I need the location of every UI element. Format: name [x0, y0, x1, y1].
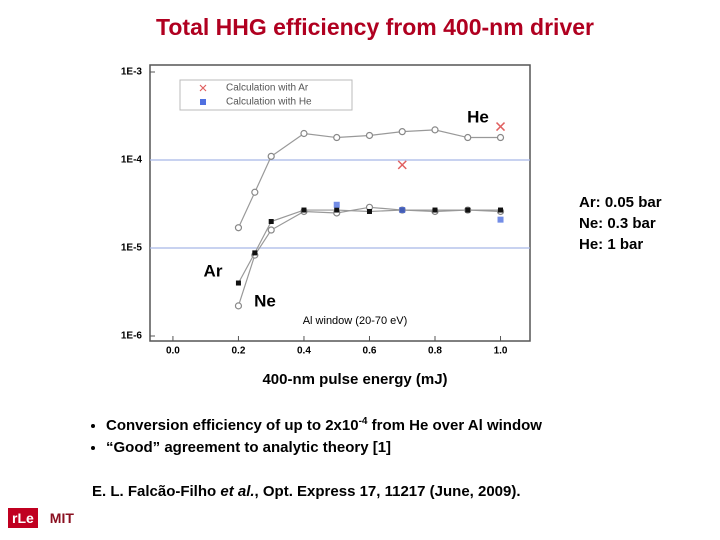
- point: [300, 129, 308, 138]
- point: [432, 207, 438, 213]
- point: [334, 207, 340, 213]
- superscript: -4: [358, 416, 368, 427]
- series-line: [237, 209, 501, 284]
- point: [235, 280, 241, 286]
- slide-title: Total HHG efficiency from 400-nm driver: [156, 14, 594, 40]
- y-tick-label: 1E-6: [121, 331, 143, 342]
- bullet-text: from He over Al window: [367, 417, 542, 434]
- bullets: Conversion efficiency of up to 2x10-4 fr…: [92, 411, 542, 459]
- x-tick-label: 0.4: [297, 346, 311, 357]
- bullet: Conversion efficiency of up to 2x10-4 fr…: [106, 411, 542, 437]
- point: [431, 126, 439, 134]
- series-label: Ar: [204, 261, 223, 280]
- pressures: Ar: 0.05 bar Ne: 0.3 bar He: 1 bar: [579, 192, 662, 255]
- citation: E. L. Falcão-Filho et al., Opt. Express …: [92, 483, 521, 500]
- series-label: Ne: [254, 291, 276, 310]
- point: [498, 207, 504, 213]
- point: [399, 207, 406, 214]
- bullet: “Good” agreement to analytic theory [1]: [106, 437, 542, 459]
- pressure: Ne: 0.3 bar: [579, 215, 656, 232]
- legend-box: [179, 79, 353, 111]
- citation-rest: , Opt. Express 17, 11217 (June, 2009).: [254, 483, 521, 500]
- series-label: He: [467, 107, 489, 126]
- legend-label: Calculation with Ar: [226, 83, 309, 94]
- point: [252, 250, 258, 256]
- point: [398, 128, 406, 136]
- point: [495, 122, 506, 132]
- point: [333, 133, 341, 142]
- bullet-text: Conversion efficiency of up to 2x10: [106, 417, 359, 434]
- point: [301, 207, 307, 213]
- bullet-text: “Good” agreement to analytic theory [1]: [106, 439, 392, 456]
- logos: rLe MIT: [8, 508, 86, 528]
- chart: Al window (20-70 eV) 400-nm pulse energy…: [121, 64, 531, 388]
- point: [268, 219, 274, 225]
- x-tick-label: 0.8: [428, 346, 442, 357]
- y-tick-label: 1E-4: [121, 155, 143, 166]
- point: [333, 201, 340, 208]
- point: [267, 226, 275, 234]
- logo: MIT: [49, 510, 74, 526]
- legend-marker: [199, 84, 207, 92]
- y-tick-label: 1E-5: [121, 243, 143, 254]
- point: [365, 131, 374, 140]
- series-line: [237, 129, 501, 228]
- y-tick-label: 1E-3: [121, 67, 143, 78]
- x-tick-label: 0.2: [231, 346, 245, 357]
- point: [464, 133, 472, 142]
- logo: rLe: [8, 508, 38, 528]
- x-tick-label: 1.0: [494, 346, 508, 357]
- citation-authors: E. L. Falcão-Filho: [92, 483, 217, 500]
- point: [497, 216, 504, 223]
- x-tick-label: 0.0: [166, 346, 180, 357]
- point: [234, 224, 243, 232]
- point: [366, 208, 372, 214]
- plot-frame: [149, 64, 531, 342]
- x-axis-label: 400-nm pulse energy (mJ): [262, 371, 447, 388]
- x-tick-label: 0.6: [363, 346, 377, 357]
- point: [251, 188, 259, 196]
- annotation: Al window (20-70 eV): [303, 315, 408, 327]
- legend-marker: [200, 99, 206, 105]
- pressure: Ar: 0.05 bar: [579, 194, 662, 211]
- point: [397, 160, 407, 170]
- citation-etal: et al.: [216, 483, 255, 500]
- series-line: [237, 206, 501, 307]
- pressure: He: 1 bar: [579, 236, 644, 253]
- legend-label: Calculation with He: [226, 97, 312, 108]
- point: [465, 207, 471, 213]
- point: [496, 133, 505, 142]
- point: [267, 152, 275, 160]
- point: [234, 302, 243, 310]
